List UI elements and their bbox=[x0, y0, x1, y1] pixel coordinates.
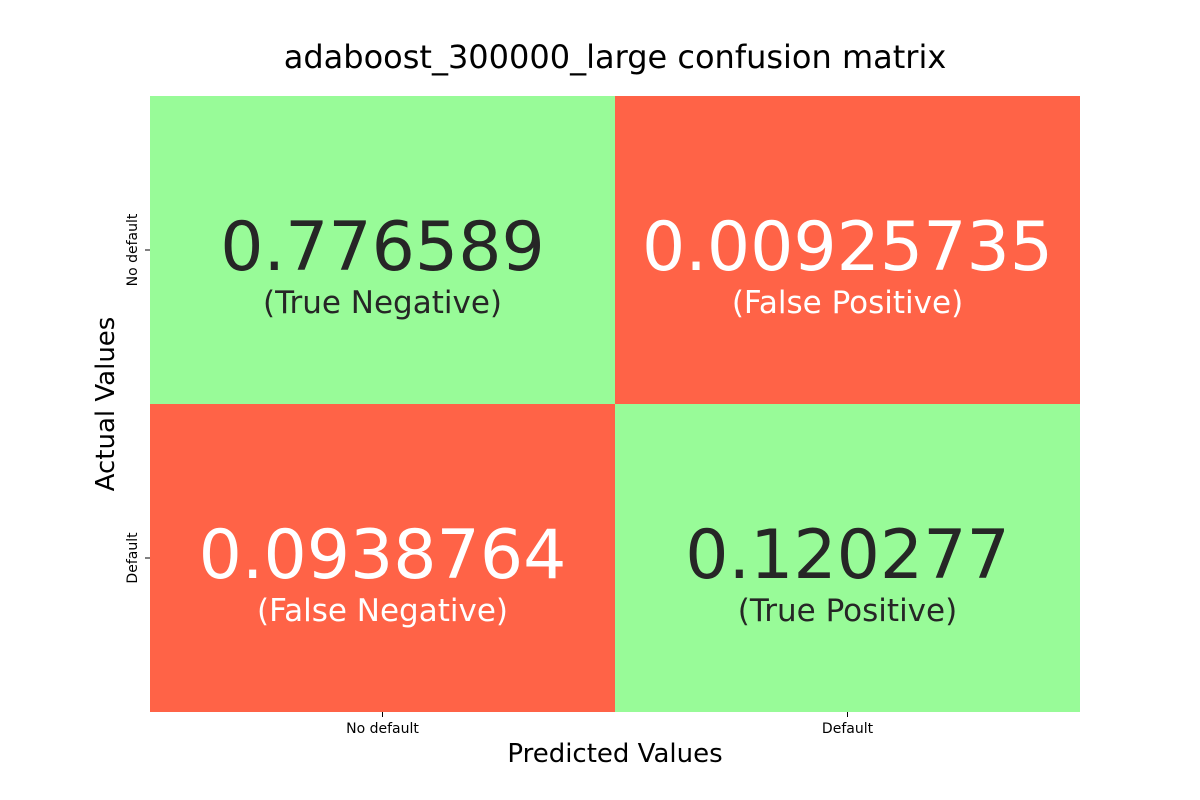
cell-label: (True Negative) bbox=[263, 285, 502, 321]
y-axis-label: Actual Values bbox=[91, 317, 121, 492]
x-tick-label: No default bbox=[346, 721, 419, 737]
cell-label: (False Positive) bbox=[732, 285, 963, 321]
cell-value: 0.120277 bbox=[685, 516, 1009, 595]
chart-title: adaboost_300000_large confusion matrix bbox=[284, 38, 947, 76]
cell-label: (True Positive) bbox=[738, 593, 957, 629]
x-axis-label: Predicted Values bbox=[507, 739, 722, 769]
cell-value: 0.776589 bbox=[220, 208, 544, 287]
x-tick-label: Default bbox=[822, 721, 874, 737]
y-tick-label: No default bbox=[125, 213, 141, 286]
heatmap-cell bbox=[615, 96, 1080, 404]
heatmap-cell bbox=[615, 404, 1080, 712]
cell-label: (False Negative) bbox=[257, 593, 508, 629]
heatmap-cell bbox=[150, 404, 615, 712]
cell-value: 0.0938764 bbox=[199, 516, 567, 595]
axis-ticks: No default Default No default Default bbox=[125, 213, 874, 737]
y-tick-label: Default bbox=[125, 532, 141, 584]
heatmap-cells: 0.776589(True Negative)0.00925735(False … bbox=[150, 96, 1080, 712]
heatmap-cell bbox=[150, 96, 615, 404]
cell-value: 0.00925735 bbox=[642, 208, 1053, 287]
